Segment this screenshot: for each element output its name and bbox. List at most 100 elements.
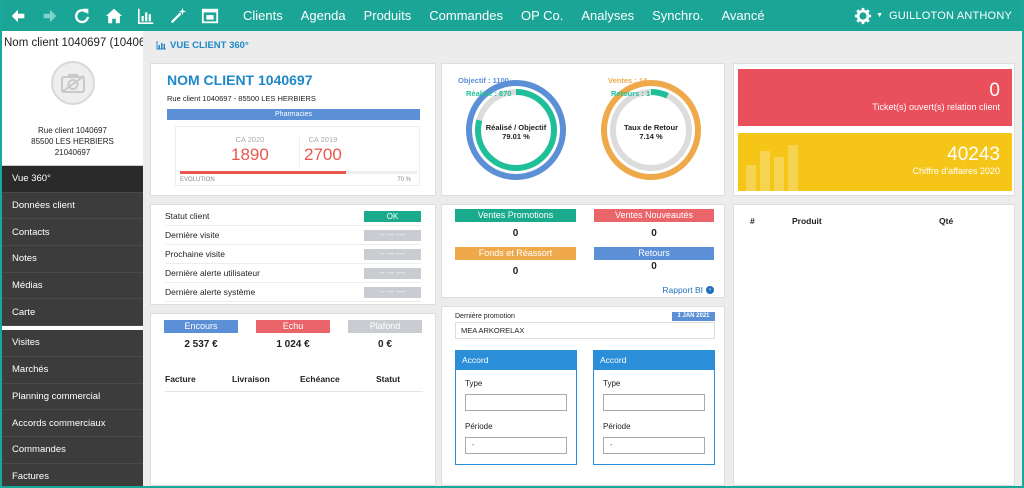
gauge-title: Taux de Retour <box>623 123 679 132</box>
col-livraison[interactable]: Livraison <box>232 374 270 384</box>
sidebar-item-vue-360[interactable]: Vue 360° <box>2 166 143 193</box>
magic-wand-icon[interactable] <box>162 0 194 31</box>
evolution-percent: 70 % <box>397 177 411 183</box>
back-arrow-icon[interactable] <box>2 0 34 31</box>
evolution-label: EVOLUTION <box>180 177 215 183</box>
nav-op-co[interactable]: OP Co. <box>520 8 564 23</box>
col-facture[interactable]: Facture <box>165 374 196 384</box>
nav-synchro[interactable]: Synchro. <box>652 8 704 23</box>
table-divider <box>165 391 423 392</box>
sales-card: Ventes Promotions Ventes Nouveautés 0 0 … <box>441 204 725 298</box>
sidebar-item-planning[interactable]: Planning commercial <box>2 384 143 411</box>
sidebar-divider <box>2 326 143 331</box>
nav-commandes[interactable]: Commandes <box>429 8 503 23</box>
settings-gear-icon[interactable] <box>850 0 876 31</box>
user-name[interactable]: GUILLOTON ANTHONY <box>889 9 1012 22</box>
nav-agenda[interactable]: Agenda <box>300 8 346 23</box>
promotion-date-badge: 1 JAN 2021 <box>672 312 715 321</box>
retours-ring <box>610 89 692 171</box>
sidebar-item-notes[interactable]: Notes <box>2 246 143 273</box>
forward-arrow-icon[interactable] <box>34 0 66 31</box>
gauges-card: Objectif : 1100 Réalisé : 870 Réalisé / … <box>441 63 725 196</box>
accord-periode-input[interactable]: - <box>603 437 705 454</box>
col-quantite[interactable]: Qté <box>939 216 954 226</box>
gauge-value: 7.14 % <box>639 132 663 141</box>
status-label: Dernière alerte utilisateur <box>165 268 260 278</box>
accord-periode-input[interactable]: - <box>465 437 567 454</box>
client-summary: Nom client 1040697 (1040697) Rue client … <box>2 31 162 166</box>
products-card: # Produit Qté <box>733 204 1015 486</box>
nav-clients[interactable]: Clients <box>243 8 283 23</box>
client-segment-badge: Pharmacies <box>167 109 420 120</box>
accord-periode-label: Période <box>465 422 493 431</box>
col-statut[interactable]: Statut <box>376 374 401 384</box>
ventes-promotions-value: 0 <box>512 228 519 239</box>
sidebar-item-visites[interactable]: Visites <box>2 330 143 357</box>
sidebar-item-accords[interactable]: Accords commerciaux <box>2 410 143 437</box>
status-row: Dernière alerte utilisateur -- --- ---- <box>165 264 421 283</box>
address-line: Rue client 1040697 <box>38 126 107 135</box>
finance-card: Encours Echu Plafond 2 537 € 1 024 € 0 €… <box>150 313 436 486</box>
realise-label: Réalisé : 870 <box>466 89 512 98</box>
ca-2020: CA 2020 1890 <box>231 135 269 165</box>
main-content: VUE CLIENT 360° NOM CLIENT 1040697 Rue c… <box>143 31 1022 486</box>
client-address: Rue client 1040697 85500 LES HERBIERS 21… <box>2 125 143 158</box>
window-icon[interactable] <box>194 0 226 31</box>
client-address-line: Rue client 1040697 - 85500 LES HERBIERS <box>167 94 316 103</box>
ca-kpi: 40243 Chiffre d'affaires 2020 <box>738 133 1012 191</box>
col-produit[interactable]: Produit <box>792 216 822 226</box>
gauges-svg <box>466 80 701 180</box>
ventes-promotions-badge: Ventes Promotions <box>455 209 576 222</box>
bar-chart-watermark-icon <box>746 145 798 191</box>
ventes-nouveautes-value: 0 <box>651 228 657 239</box>
promotion-field: MEA ARKORELAX <box>455 322 715 339</box>
sidebar-item-carte[interactable]: Carte <box>2 299 143 327</box>
status-value: -- --- ---- <box>364 248 421 260</box>
sidebar-item-commandes[interactable]: Commandes <box>2 437 143 464</box>
nav-produits[interactable]: Produits <box>363 8 412 23</box>
camera-avatar-icon[interactable] <box>51 61 95 105</box>
tickets-kpi: 0 Ticket(s) ouvert(s) relation client <box>738 69 1012 126</box>
status-row: Dernière visite -- --- ---- <box>165 226 421 245</box>
ca-2020-value: 1890 <box>231 145 269 164</box>
gauge-value: 79.01 % <box>502 132 530 141</box>
evolution-progress-bar <box>180 171 417 174</box>
sidebar-item-medias[interactable]: Médias <box>2 273 143 300</box>
plafond-badge: Plafond <box>348 320 422 333</box>
home-icon[interactable] <box>98 0 130 31</box>
bar-chart-icon[interactable] <box>130 0 162 31</box>
ventes-ring <box>601 80 701 180</box>
ca-2019-value: 2700 <box>304 145 342 164</box>
col-index[interactable]: # <box>750 216 755 226</box>
sidebar-item-contacts[interactable]: Contacts <box>2 219 143 247</box>
accord-box: Accord Type Période - <box>593 350 715 465</box>
accord-type-input[interactable] <box>465 394 567 411</box>
ca-divider <box>299 137 300 167</box>
nav-avance[interactable]: Avancé <box>721 8 765 23</box>
rapport-bi-link[interactable]: Rapport BI › <box>662 285 714 295</box>
status-label: Dernière visite <box>165 230 220 240</box>
ca-comparison: CA 2020 1890 CA 2019 2700 EVOLUTION 70 % <box>175 126 420 186</box>
refresh-icon[interactable] <box>66 0 98 31</box>
ca-2020-label: CA 2020 <box>235 135 265 144</box>
arrow-right-circle-icon: › <box>706 286 714 294</box>
address-city: 85500 LES HERBIERS <box>31 137 114 146</box>
col-echeance[interactable]: Echéance <box>300 374 340 384</box>
sidebar-item-factures[interactable]: Factures <box>2 464 143 486</box>
plafond-value: 0 € <box>378 339 392 350</box>
encours-value: 2 537 € <box>184 339 218 350</box>
ca-amount: 40243 <box>947 144 1000 165</box>
sidebar-item-marches[interactable]: Marchés <box>2 357 143 384</box>
realise-ring <box>475 89 557 171</box>
fonds-reassort-badge: Fonds et Réassort <box>455 247 576 260</box>
status-row: Statut client OK <box>165 207 421 226</box>
accord-box: Accord Type Période - <box>455 350 577 465</box>
chevron-down-icon[interactable]: ▼ <box>876 12 883 19</box>
accord-type-input[interactable] <box>603 394 705 411</box>
status-label: Statut client <box>165 211 210 221</box>
tickets-label: Ticket(s) ouvert(s) relation client <box>872 102 1000 112</box>
client-code: 21040697 <box>54 148 91 157</box>
status-row: Dernière alerte système -- --- ---- <box>165 283 421 302</box>
nav-analyses[interactable]: Analyses <box>581 8 635 23</box>
sidebar-item-donnees-client[interactable]: Données client <box>2 193 143 220</box>
